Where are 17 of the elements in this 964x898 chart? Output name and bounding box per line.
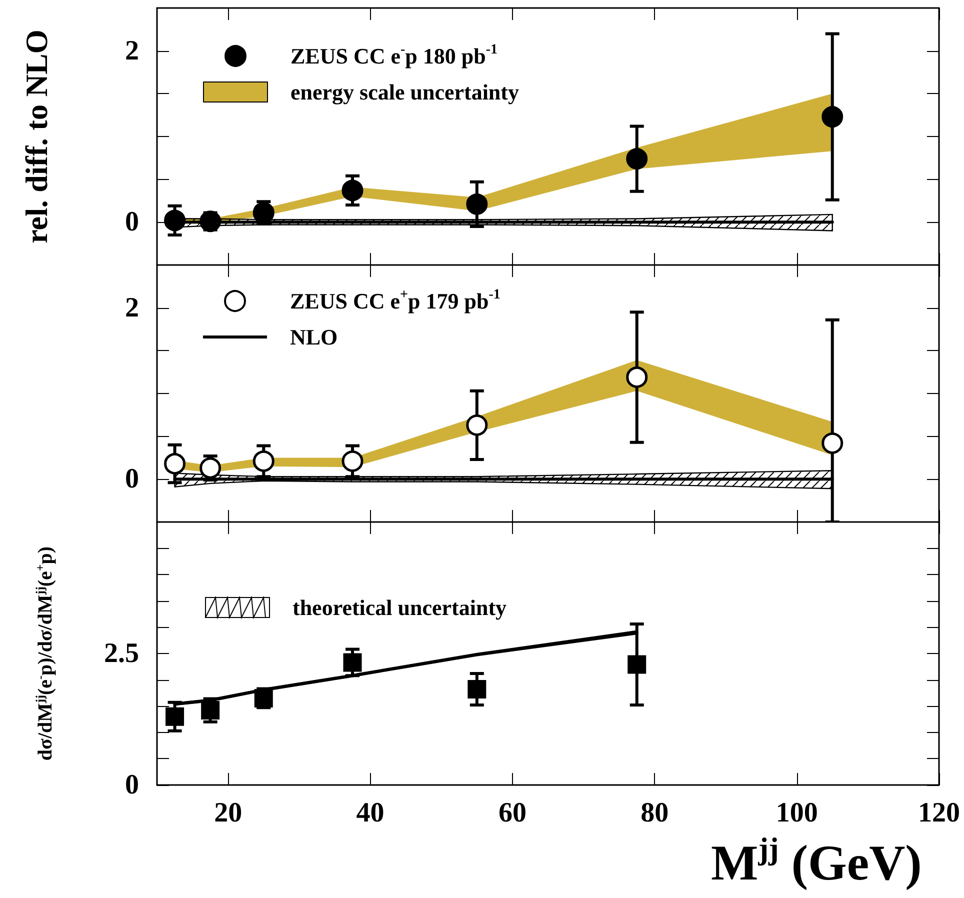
y-axis-title: rel. diff. to NLO xyxy=(19,30,54,244)
x-tick-label: 60 xyxy=(498,798,526,828)
legend-label: NLO xyxy=(290,324,338,350)
legend-label: theoretical uncertainty xyxy=(292,595,507,620)
y-tick-label: 2.5 xyxy=(104,638,139,669)
y-tick-label: 0 xyxy=(125,206,139,238)
y-tick-label: 0 xyxy=(125,464,139,495)
text: dσ/dMjj(e-p)/dσ/dMjj(e+p) xyxy=(33,546,56,761)
x-tick-label: 40 xyxy=(356,798,384,828)
x-tick-label: 100 xyxy=(776,798,818,828)
x-tick-label: 80 xyxy=(640,798,669,828)
legend-label: energy scale uncertainty xyxy=(290,80,519,104)
y-tick-label: 2 xyxy=(125,35,139,66)
x-tick-label: 20 xyxy=(214,798,242,828)
x-tick-label: 120 xyxy=(918,798,960,828)
y-tick-label: 0 xyxy=(125,770,139,800)
y-tick-label: 2 xyxy=(125,292,139,324)
